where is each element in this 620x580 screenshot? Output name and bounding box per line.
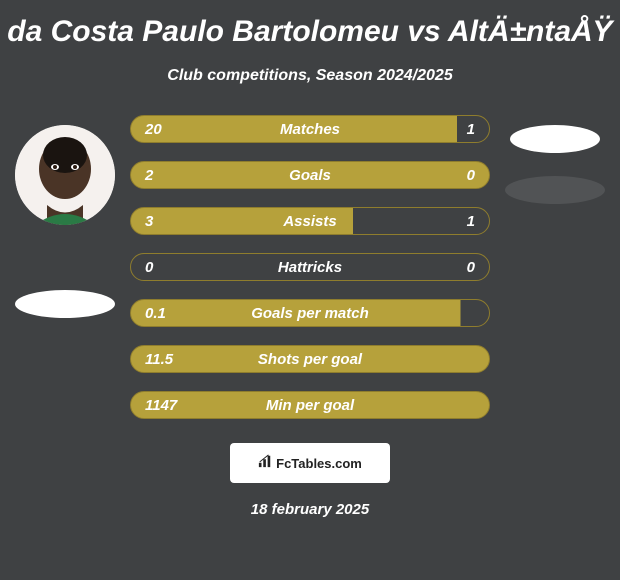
stat-row: 0Hattricks0 xyxy=(130,253,490,281)
stat-row: 3Assists1 xyxy=(130,207,490,235)
stat-right-value: 0 xyxy=(467,259,475,276)
stat-row: 11.5Shots per goal xyxy=(130,345,490,373)
stat-label: Goals per match xyxy=(131,305,489,322)
stat-label: Shots per goal xyxy=(131,351,489,368)
player-left-avatar xyxy=(15,125,115,225)
stat-row: 20Matches1 xyxy=(130,115,490,143)
stat-row: 0.1Goals per match xyxy=(130,299,490,327)
stat-label: Goals xyxy=(131,167,489,184)
player-left-shadow xyxy=(15,290,115,318)
subtitle: Club competitions, Season 2024/2025 xyxy=(0,67,620,85)
chart-icon xyxy=(258,454,272,473)
stat-right-value: 0 xyxy=(467,167,475,184)
stat-right-value: 1 xyxy=(467,213,475,230)
player-right-col xyxy=(490,115,620,419)
logo-box[interactable]: FcTables.com xyxy=(230,443,390,483)
player-left-col xyxy=(0,115,130,419)
stat-row: 2Goals0 xyxy=(130,161,490,189)
content-wrap: 20Matches12Goals03Assists10Hattricks00.1… xyxy=(0,115,620,419)
stat-label: Min per goal xyxy=(131,397,489,414)
comparison-card: da Costa Paulo Bartolomeu vs AltÄ±ntaÅŸ … xyxy=(0,0,620,580)
stat-label: Hattricks xyxy=(131,259,489,276)
footer-date: 18 february 2025 xyxy=(0,501,620,518)
player-right-shadow xyxy=(505,176,605,204)
stats-column: 20Matches12Goals03Assists10Hattricks00.1… xyxy=(130,115,490,419)
stat-right-value: 1 xyxy=(467,121,475,138)
stat-label: Matches xyxy=(131,121,489,138)
logo-text: FcTables.com xyxy=(276,456,362,471)
page-title: da Costa Paulo Bartolomeu vs AltÄ±ntaÅŸ xyxy=(0,15,620,49)
stat-row: 1147Min per goal xyxy=(130,391,490,419)
stat-label: Assists xyxy=(131,213,489,230)
player-right-avatar xyxy=(510,125,600,153)
